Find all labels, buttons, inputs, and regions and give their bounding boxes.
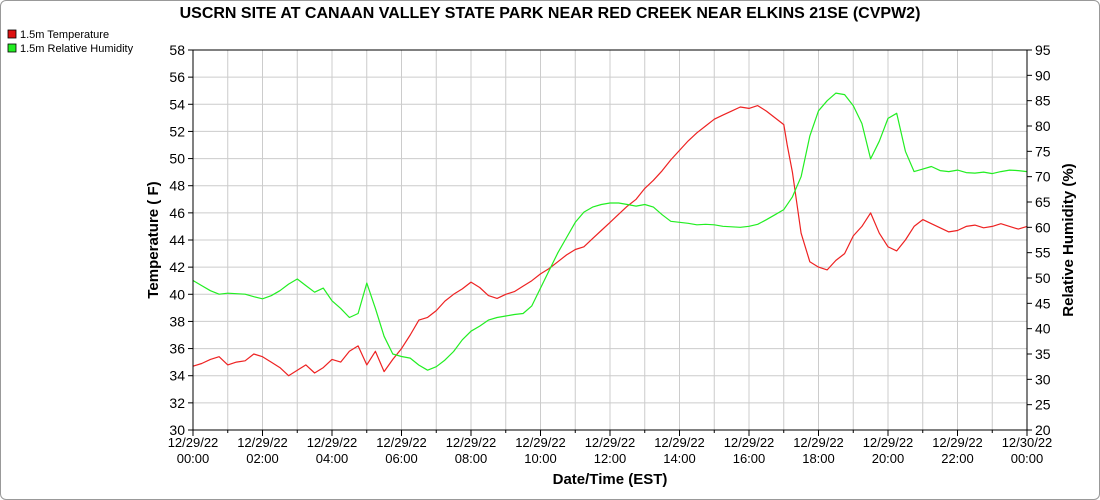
- temperature-line: [192, 104, 1028, 377]
- y-axis-label: Temperature ( F): [145, 181, 162, 298]
- y2-tick-label: 65: [1035, 194, 1051, 210]
- x-axis-ticks: 12/29/2200:0012/29/2202:0012/29/2204:001…: [168, 430, 1053, 466]
- y-tick-label: 36: [169, 341, 185, 357]
- y-tick-label: 46: [169, 205, 185, 221]
- legend-label-temperature: 1.5m Temperature: [20, 29, 109, 41]
- x-tick-time: 22:00: [941, 451, 974, 466]
- x-tick-date: 12/29/22: [376, 435, 427, 450]
- series-lines: [192, 92, 1028, 377]
- x-tick-time: 14:00: [663, 451, 696, 466]
- y2-tick-label: 35: [1035, 346, 1051, 362]
- x-tick-time: 06:00: [385, 451, 418, 466]
- y2-tick-label: 60: [1035, 219, 1051, 235]
- legend-swatch-temperature: [7, 29, 17, 39]
- y-tick-label: 40: [169, 286, 185, 302]
- legend-label-humidity: 1.5m Relative Humidity: [20, 43, 134, 55]
- y-tick-label: 32: [169, 395, 185, 411]
- y2-tick-label: 85: [1035, 93, 1051, 109]
- y2-axis-label: Relative Humidity (%): [1060, 163, 1077, 316]
- y-tick-label: 38: [169, 313, 185, 329]
- y-tick-label: 50: [169, 151, 185, 167]
- x-tick-date: 12/29/22: [515, 435, 566, 450]
- x-tick-time: 08:00: [455, 451, 488, 466]
- plot-area-border: [192, 49, 1028, 431]
- y-tick-label: 30: [169, 422, 185, 438]
- x-tick-date: 12/29/22: [446, 435, 497, 450]
- y2-axis-ticks: 20 25 30 35 40 45 50 55 60 65 70 75 80 85 90 95: [1027, 42, 1051, 438]
- x-tick-time: 04:00: [316, 451, 349, 466]
- y-tick-label: 48: [169, 178, 185, 194]
- y2-tick-label: 25: [1035, 397, 1051, 413]
- y-tick-label: 42: [169, 259, 185, 275]
- x-tick-date: 12/30/22: [1002, 435, 1053, 450]
- humidity-line: [192, 92, 1028, 371]
- x-tick-date: 12/29/22: [307, 435, 358, 450]
- y-tick-label: 58: [169, 42, 185, 58]
- x-tick-time: 10:00: [524, 451, 557, 466]
- x-tick-time: 16:00: [733, 451, 766, 466]
- x-tick-date: 12/29/22: [654, 435, 705, 450]
- y-tick-label: 44: [169, 232, 185, 248]
- x-tick-time: 00:00: [1011, 451, 1044, 466]
- y-tick-label: 52: [169, 123, 185, 139]
- y-tick-label: 34: [169, 368, 185, 384]
- x-tick-date: 12/29/22: [585, 435, 636, 450]
- x-tick-time: 02:00: [246, 451, 279, 466]
- x-tick-date: 12/29/22: [932, 435, 983, 450]
- x-axis-label: Date/Time (EST): [553, 471, 668, 488]
- x-tick-date: 12/29/22: [724, 435, 775, 450]
- x-tick-time: 18:00: [802, 451, 835, 466]
- y-tick-label: 56: [169, 69, 185, 85]
- x-tick-date: 12/29/22: [863, 435, 914, 450]
- chart-title: USCRN SITE AT CANAAN VALLEY STATE PARK N…: [180, 5, 921, 22]
- y2-tick-label: 55: [1035, 245, 1051, 261]
- y-axis-ticks: 30 32 34 36 38 40 42 44 46 48 50 52 54 56 58: [169, 42, 193, 438]
- legend: 1.5m Temperature 1.5m Relative Humidity: [7, 29, 134, 55]
- x-tick-time: 12:00: [594, 451, 627, 466]
- grid: [192, 49, 1028, 431]
- y2-tick-label: 70: [1035, 169, 1051, 185]
- y2-tick-label: 50: [1035, 270, 1051, 286]
- y2-tick-label: 40: [1035, 321, 1051, 337]
- x-tick-date: 12/29/22: [237, 435, 288, 450]
- y2-tick-label: 80: [1035, 118, 1051, 134]
- y2-tick-label: 20: [1035, 422, 1051, 438]
- legend-swatch-humidity: [7, 43, 17, 53]
- x-tick-time: 20:00: [872, 451, 905, 466]
- x-tick-date: 12/29/22: [793, 435, 844, 450]
- x-tick-date: 12/29/22: [168, 435, 219, 450]
- x-tick-time: 00:00: [177, 451, 210, 466]
- y2-tick-label: 30: [1035, 371, 1051, 387]
- y2-tick-label: 75: [1035, 143, 1051, 159]
- y2-tick-label: 45: [1035, 295, 1051, 311]
- y2-tick-label: 90: [1035, 67, 1051, 83]
- y-tick-label: 54: [169, 96, 185, 112]
- y2-tick-label: 95: [1035, 42, 1051, 58]
